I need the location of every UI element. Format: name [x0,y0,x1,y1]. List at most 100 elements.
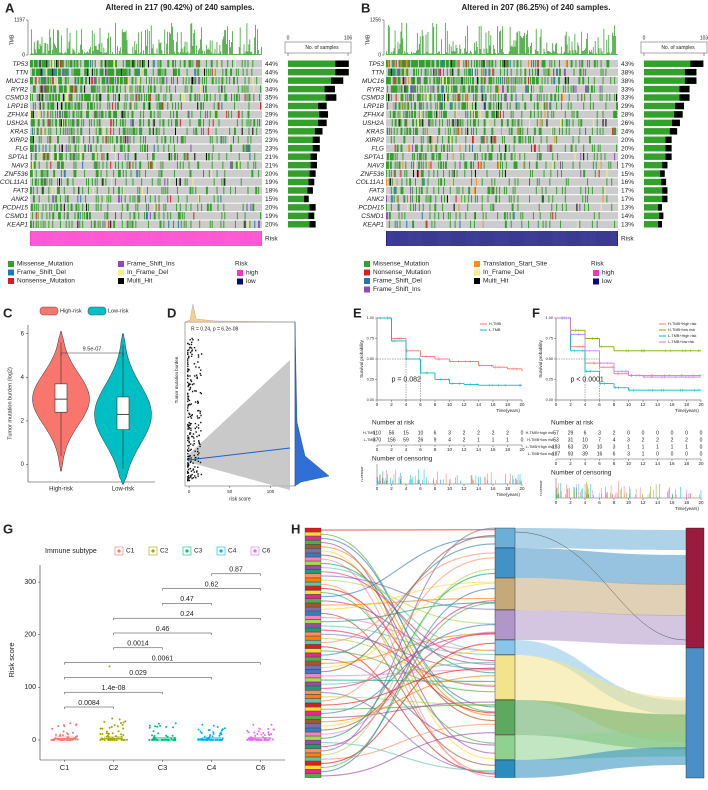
risk-count: 0 [700,430,703,436]
gene-label: FAT3 [13,188,28,195]
percent-label: 18% [265,188,278,195]
risk-legend-title: Risk [591,261,604,268]
p-bracket [64,677,212,680]
censor-tick-label: 4 [405,486,408,491]
node-right [685,527,705,649]
flow-left [320,624,496,714]
risk-count: 31 [568,437,574,443]
percent-label: 17% [621,196,634,203]
node-left [304,723,322,728]
flow-left [320,679,496,683]
risk-count: 3 [598,430,601,436]
censor-tick-label: 8 [613,500,616,505]
risk-table-title: Number at risk [551,420,594,427]
risk-count: 0 [685,430,688,436]
sample-bar-tail [684,68,697,76]
samples-axis-label: No. of samples [661,45,695,51]
p-value: 1.4e-08 [102,685,126,692]
p-value: p = 0.082 [392,376,421,383]
tmb-tick-label: 0 [378,52,381,58]
p-value: 0.029 [129,670,147,677]
node-left [304,682,322,687]
sample-bar [288,111,329,118]
y-tick-label: 200 [24,632,36,639]
gene-label: SPTA1 [364,154,384,161]
x-tick-label: 0 [555,402,558,407]
sample-bar [644,195,668,203]
node-right [685,647,705,779]
node-left [304,669,322,674]
risk-row-label: H-TMB+low risk [527,438,554,442]
p-value: 0.47 [180,596,194,603]
matrix-cells [31,60,261,228]
gene-label: ZFHX4 [6,112,28,119]
flow-left [320,602,496,769]
risk-count: 0 [700,444,703,450]
percent-label: 24% [621,129,634,136]
censor-tick-label: 12 [461,486,467,491]
gene-label: LRP1B [363,103,384,110]
matrix-row [30,60,262,68]
panel-label: B [361,0,370,15]
risk-count: 0 [521,437,524,443]
percent-label: 28% [265,120,278,127]
risk-legend-label: high [602,270,615,277]
table-tick-label: 10 [626,461,632,466]
percent-label: 33% [621,95,634,102]
risk-count: 59 [403,437,409,443]
y-tick-label: 0.75 [546,337,553,341]
risk-count: 2 [656,437,659,443]
node-left [304,640,322,645]
flow-left [320,543,496,656]
censor-tick-label: 18 [684,500,690,505]
sample-bar [288,178,315,186]
matrix-cells [386,60,587,228]
percent-label: 33% [621,86,634,93]
p-bracket [113,617,261,621]
flow-left [320,675,496,723]
sample-bar-tail [310,153,317,160]
flow-left [320,600,496,665]
sample-bar-tail [665,136,672,143]
x-tick-label: 2 [569,402,572,407]
risk-count: 53 [553,437,559,443]
flow-left [320,723,496,760]
gene-label: RYR2 [11,86,28,93]
y-tick-label: 4 [21,375,25,381]
legend-label: Frame_Shift_Ins [127,261,175,268]
flow-left [320,597,496,606]
matrix-row [30,102,262,110]
flow-left [320,649,496,727]
censor-tick-label: 20 [519,486,525,491]
node-left [304,665,322,670]
risk-count: 0 [671,451,674,457]
sample-bar-tail [675,102,685,110]
flow-left [320,631,496,735]
risk-count: 57 [553,430,559,436]
box [54,383,68,413]
node-left [304,557,322,562]
node-left [304,644,322,649]
sample-bar-tail [308,178,315,186]
flow-left [320,571,496,662]
risk-count: 0 [671,430,674,436]
risk-count: 63 [568,444,574,450]
sample-bar-tail [331,77,344,84]
legend-swatch [474,261,480,267]
flow-left [320,536,496,598]
node-left [304,727,322,732]
x-tick-label: C6 [256,763,266,772]
p-bracket [60,352,124,356]
jitter-points [148,722,177,741]
y-tick-label: 100 [24,684,36,691]
box [116,396,130,430]
node-left [304,582,322,587]
x-tick-label: 20 [698,402,704,407]
node-mid [494,527,516,548]
sample-bar [644,119,680,127]
x-tick-label: 12 [640,402,646,407]
flow-left [320,542,496,754]
node-left [304,532,322,537]
node-left [304,761,322,766]
sample-bar [644,60,704,67]
